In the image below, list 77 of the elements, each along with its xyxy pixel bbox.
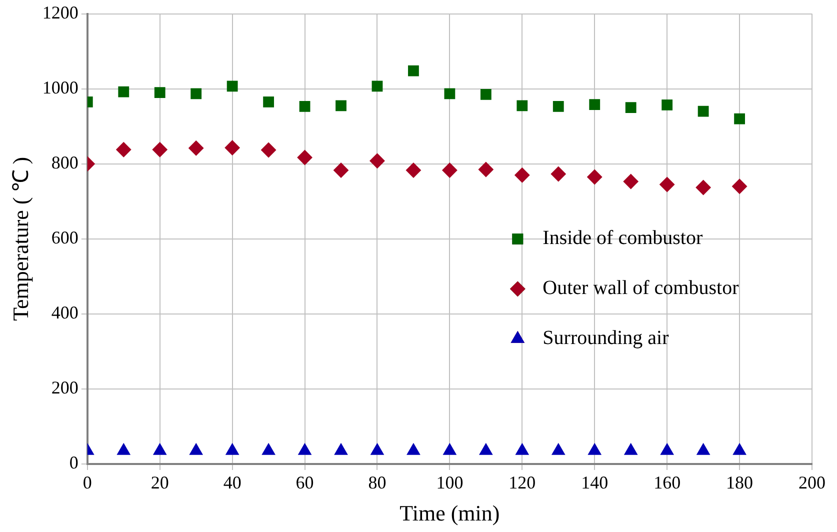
- point: [660, 177, 675, 192]
- x-tick-label: 0: [82, 472, 92, 493]
- point: [732, 178, 748, 194]
- x-tick-label: 160: [654, 472, 681, 493]
- point: [732, 443, 746, 455]
- x-tick-label: 120: [508, 472, 536, 493]
- x-tick-label: 20: [150, 472, 169, 493]
- point: [408, 65, 419, 76]
- point: [336, 100, 346, 112]
- point: [589, 99, 600, 110]
- point: [299, 101, 310, 112]
- point: [224, 140, 240, 156]
- point: [479, 443, 492, 455]
- point: [696, 180, 711, 195]
- point: [226, 443, 239, 455]
- point: [226, 80, 238, 92]
- point: [478, 162, 494, 177]
- point: [153, 443, 166, 455]
- point: [190, 88, 202, 100]
- point: [262, 443, 276, 455]
- point: [660, 443, 674, 455]
- point: [118, 86, 130, 98]
- point: [263, 96, 274, 108]
- point: [406, 162, 421, 178]
- point: [696, 443, 710, 455]
- point: [370, 153, 385, 168]
- point: [443, 443, 456, 455]
- point: [370, 443, 384, 455]
- point: [625, 102, 636, 114]
- x-tick-label: 40: [223, 472, 242, 493]
- y-tick-label: 1200: [42, 2, 78, 23]
- point: [297, 150, 312, 165]
- x-tick-label: 60: [296, 472, 314, 493]
- point: [552, 101, 564, 112]
- x-tick-label: 100: [436, 472, 464, 493]
- point: [624, 443, 638, 455]
- point: [334, 443, 348, 455]
- point: [406, 443, 420, 455]
- point: [152, 142, 168, 158]
- point: [588, 443, 602, 455]
- y-tick-label: 600: [51, 228, 78, 248]
- legend-label: Outer wall of combustor: [542, 277, 740, 300]
- point: [190, 443, 203, 455]
- point: [117, 443, 130, 455]
- point: [261, 142, 276, 158]
- y-tick-label: 0: [69, 452, 78, 473]
- point: [662, 100, 673, 110]
- x-tick-label: 80: [368, 472, 386, 493]
- point: [516, 443, 529, 455]
- point: [372, 80, 383, 92]
- point: [480, 89, 492, 100]
- legend-label: Inside of combustor: [542, 227, 703, 250]
- x-axis-title: Time (min): [400, 500, 500, 526]
- point: [334, 162, 349, 178]
- point: [623, 174, 638, 189]
- x-tick-label: 180: [726, 472, 754, 493]
- point: [298, 443, 312, 455]
- point: [698, 106, 709, 117]
- x-tick-label: 200: [798, 472, 826, 493]
- point: [587, 170, 602, 184]
- point: [516, 100, 528, 112]
- point: [514, 168, 530, 183]
- y-axis-title: Temperature ( ℃ ): [8, 156, 33, 321]
- point: [444, 88, 456, 100]
- y-tick-label: 1000: [42, 78, 78, 98]
- point: [116, 142, 132, 158]
- point: [188, 140, 204, 156]
- point: [550, 166, 566, 182]
- point: [734, 113, 745, 124]
- legend-label: Surrounding air: [542, 327, 670, 350]
- y-tick-label: 400: [51, 302, 78, 323]
- x-tick-label: 140: [581, 472, 608, 493]
- y-tick-label: 800: [51, 152, 78, 173]
- point: [154, 87, 166, 98]
- point: [552, 443, 565, 455]
- y-tick-label: 200: [51, 378, 78, 398]
- point: [442, 162, 458, 178]
